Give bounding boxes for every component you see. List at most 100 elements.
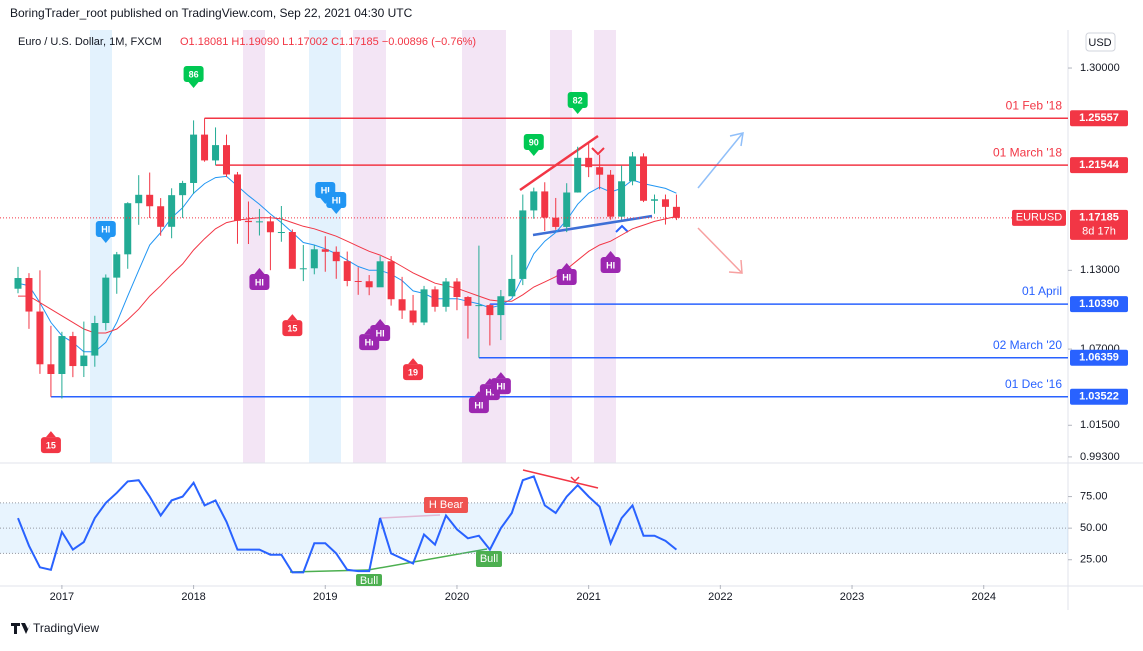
- candle-body: [157, 206, 165, 227]
- note: H Bear: [429, 499, 464, 511]
- published: BoringTrader_root published on TradingVi…: [10, 6, 413, 20]
- y-tick-label: 1.13000: [1080, 264, 1120, 276]
- marker-pointer: [528, 149, 539, 156]
- marker: [600, 256, 621, 273]
- x-tick-label: 2019: [313, 591, 337, 603]
- level-label: 01 March '18: [993, 145, 1062, 159]
- candle-body: [25, 278, 33, 312]
- candle-body: [387, 261, 395, 300]
- band: [550, 30, 572, 463]
- candle-body: [223, 145, 231, 175]
- level-price: 1.10390: [1079, 298, 1119, 310]
- oscillator-line: [17, 475, 678, 574]
- candle-body: [201, 134, 209, 161]
- arrowhead: [728, 259, 743, 274]
- y-tick-label: 1.30000: [1080, 62, 1120, 74]
- x-tick-label: 2023: [840, 591, 864, 603]
- candle-body: [629, 156, 637, 182]
- marker: [249, 274, 270, 291]
- candle-body: [530, 191, 538, 211]
- candle-body: [563, 192, 571, 227]
- chevron: [591, 147, 605, 156]
- marker-text: 86: [189, 69, 199, 79]
- trend-line: [532, 214, 653, 237]
- marker: [403, 364, 424, 381]
- level-price: 1.03522: [1079, 391, 1119, 403]
- divergence-line: [367, 548, 488, 571]
- level-price: 1.21544: [1079, 159, 1120, 171]
- candle-body: [69, 336, 77, 367]
- marker-text: 15: [287, 323, 297, 333]
- currency-button[interactable]: [1085, 32, 1116, 52]
- candle-body: [650, 199, 658, 201]
- marker: [326, 192, 347, 209]
- marker-text: HI: [496, 382, 505, 392]
- note-box: [424, 497, 468, 513]
- candle-body: [233, 174, 241, 221]
- level-label: 01 Dec '16: [1005, 377, 1062, 391]
- candle-body: [244, 220, 252, 223]
- marker-pointer: [100, 237, 111, 244]
- candle-body: [464, 297, 472, 306]
- candle-body: [168, 195, 176, 227]
- symbol: Euro / U.S. Dollar, 1M, FXCM: [18, 36, 162, 48]
- band: [243, 30, 265, 463]
- note: Bull: [480, 553, 498, 565]
- marker-pointer: [45, 431, 56, 438]
- last-price-box: [1070, 209, 1128, 240]
- candle-body: [332, 251, 340, 262]
- candle-body: [14, 278, 22, 289]
- candle-body: [508, 278, 516, 297]
- note: Bull: [360, 575, 378, 587]
- level-label: 01 April: [1022, 284, 1062, 298]
- level-price: 1.25557: [1079, 112, 1119, 124]
- candle-body: [519, 210, 527, 279]
- marker-text: HI: [255, 277, 264, 287]
- candle-body: [321, 249, 329, 252]
- oscillator-notes: H Bear Bull Bull: [356, 497, 502, 587]
- candle-body: [585, 157, 593, 168]
- marker: [40, 437, 61, 454]
- marker-pointer: [331, 208, 342, 215]
- marker: [370, 324, 391, 341]
- marker-text: HI: [485, 387, 494, 397]
- marker: [556, 268, 577, 285]
- candle-body: [409, 310, 417, 323]
- marker: [468, 397, 489, 414]
- marker-pointer: [572, 108, 583, 115]
- symbol-name: EURUSD: [1016, 212, 1063, 224]
- y-tick-label: 1.01500: [1080, 419, 1120, 431]
- candle-body: [574, 157, 582, 193]
- last-price: 1.17185: [1079, 212, 1119, 224]
- candle-body: [146, 194, 154, 207]
- marker-text: HI: [365, 337, 374, 347]
- candle-body: [541, 191, 549, 218]
- marker: [183, 66, 204, 83]
- candle-body: [596, 167, 604, 175]
- candle-body: [310, 249, 318, 269]
- candle-body: [552, 217, 560, 227]
- marker-text: HI: [321, 185, 330, 195]
- x-tick-label: 2018: [181, 591, 205, 603]
- candle-body: [354, 280, 362, 282]
- x-tick-label: 2017: [50, 591, 74, 603]
- level-label: 02 March '20: [993, 338, 1062, 352]
- arrowhead: [729, 132, 744, 147]
- x-tick-label: 2022: [708, 591, 732, 603]
- marker-pointer: [605, 250, 616, 257]
- arrow: [697, 227, 742, 273]
- band: [90, 30, 112, 463]
- y-tick-label: 75.00: [1080, 490, 1108, 502]
- candle-body: [442, 281, 450, 307]
- candle-body: [618, 181, 626, 217]
- chevron: [570, 476, 580, 483]
- candle-body: [398, 299, 406, 311]
- candle-body: [288, 232, 296, 269]
- currency[interactable]: USD: [1088, 37, 1111, 49]
- candle-body: [190, 134, 198, 183]
- note-box: [476, 551, 502, 567]
- candle-body: [179, 182, 187, 196]
- candle-body: [640, 156, 648, 201]
- marker: [523, 133, 544, 150]
- footer-text: TradingView: [33, 621, 99, 635]
